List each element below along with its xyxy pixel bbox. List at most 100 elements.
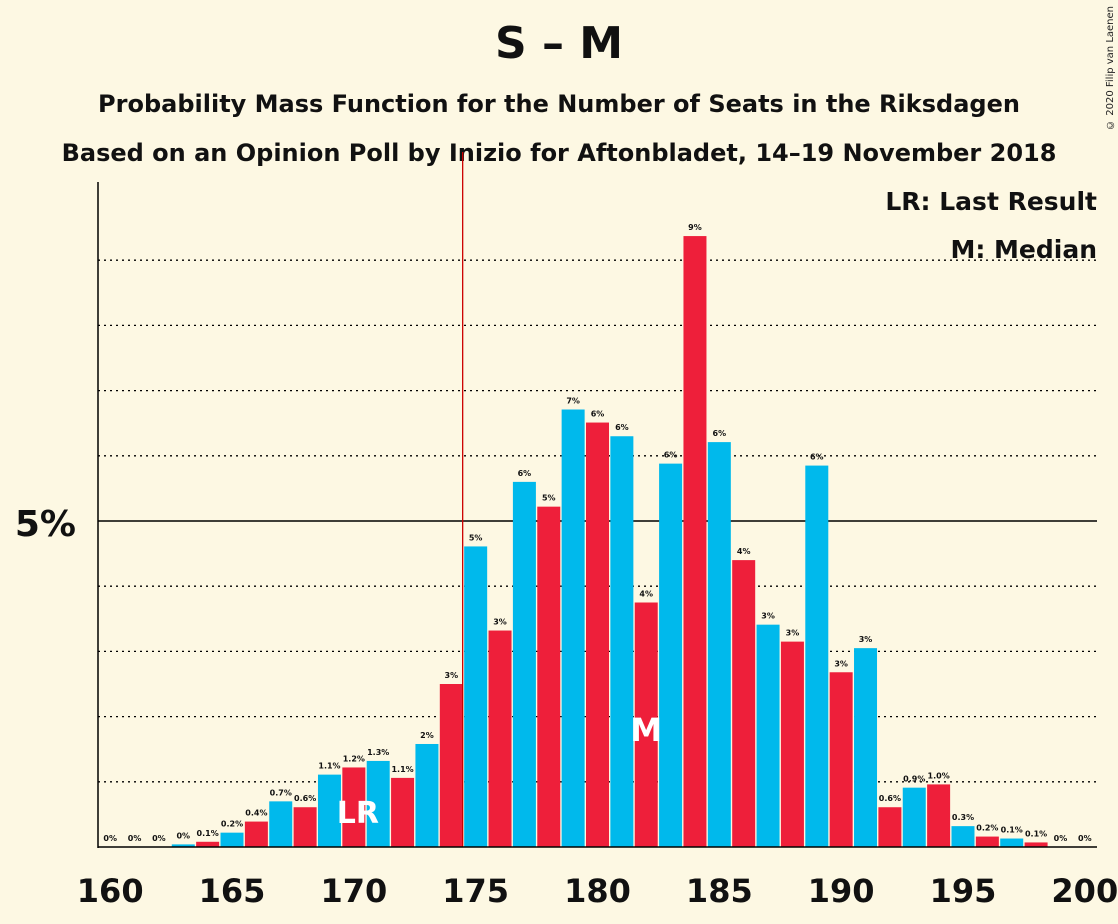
x-tick-label: 195 [930, 872, 997, 910]
bar [927, 784, 951, 847]
bar [196, 841, 220, 847]
bar [634, 602, 658, 847]
bar [269, 801, 293, 847]
bar [902, 787, 926, 847]
bar [756, 624, 780, 847]
bar-value-label: 3% [786, 629, 800, 638]
bar-value-label: 0.1% [1001, 826, 1023, 835]
bar [391, 777, 415, 847]
bar [683, 236, 707, 848]
bar-value-label: 9% [688, 223, 702, 232]
bar-value-label: 3% [834, 659, 848, 668]
bar-value-label: 0.4% [245, 809, 267, 818]
bar-overlay [707, 520, 731, 523]
bar [561, 409, 585, 847]
bar-value-label: 6% [664, 451, 678, 460]
bar [659, 463, 683, 847]
chart-subtitle-1: Probability Mass Function for the Number… [98, 90, 1020, 118]
bar-value-label: 2% [420, 731, 434, 740]
y-tick-label: 5% [15, 504, 76, 545]
bar [415, 743, 439, 847]
bar-value-label: 0.9% [903, 775, 925, 784]
bar [951, 826, 975, 847]
bar [707, 442, 731, 847]
x-tick-label: 165 [199, 872, 266, 910]
bar-value-label: 3% [445, 671, 459, 680]
bar [439, 684, 463, 847]
bar [878, 807, 902, 847]
bar-overlay [805, 520, 829, 523]
bar-value-label: 0.2% [221, 820, 243, 829]
chart-subtitle-2: Based on an Opinion Poll by Inizio for A… [61, 139, 1057, 167]
bar-overlay [561, 520, 585, 523]
bar-value-label: 4% [737, 547, 751, 556]
bar-value-label: 1.1% [391, 765, 413, 774]
bar-value-label: 0% [1054, 834, 1068, 843]
bar-value-label: 6% [591, 410, 605, 419]
bar [342, 767, 366, 847]
bar-overlay [610, 520, 634, 523]
legend-last-result: LR: Last Result [885, 187, 1097, 216]
bar [244, 821, 268, 847]
median-marker: M [630, 711, 662, 749]
bar [220, 832, 244, 847]
bar [171, 844, 195, 847]
bar-value-label: 0.3% [952, 813, 974, 822]
bar-value-label: 6% [713, 429, 727, 438]
x-tick-label: 160 [77, 872, 144, 910]
bar [537, 506, 561, 847]
bar-value-label: 0.1% [197, 829, 219, 838]
bar-overlay [659, 520, 683, 523]
x-tick-label: 185 [686, 872, 753, 910]
bar [829, 672, 853, 847]
x-tick-label: 200 [1051, 872, 1118, 910]
bar-value-label: 0% [128, 834, 142, 843]
bar [512, 481, 536, 847]
bar-value-label: 1.1% [318, 762, 340, 771]
bar-value-label: 3% [493, 618, 507, 627]
bar-value-label: 6% [810, 453, 824, 462]
bar-value-label: 0.2% [976, 824, 998, 833]
bar [780, 641, 804, 847]
bar [1024, 842, 1048, 847]
bar [975, 836, 999, 847]
bar [586, 422, 609, 847]
bar [464, 546, 488, 847]
bar-value-label: 6% [615, 423, 629, 432]
bar-value-label: 1.2% [343, 754, 365, 763]
bar-value-label: 0.6% [879, 794, 901, 803]
bar [610, 436, 634, 847]
bar [732, 560, 756, 847]
bar [1000, 838, 1024, 847]
bar [293, 807, 317, 847]
bar-value-label: 0.1% [1025, 829, 1047, 838]
legend-median: M: Median [950, 235, 1097, 264]
bar [366, 760, 390, 847]
bar-overlay [683, 520, 707, 523]
bar-value-label: 0% [1078, 834, 1092, 843]
bar-overlay [512, 520, 536, 523]
bar-value-label: 5% [542, 494, 556, 503]
bar-value-label: 0% [176, 831, 190, 840]
bar-value-label: 3% [859, 635, 873, 644]
bar-value-label: 4% [639, 590, 653, 599]
x-tick-label: 170 [320, 872, 387, 910]
bar [488, 630, 512, 847]
bar-value-label: 5% [469, 533, 483, 542]
bar-value-label: 1.0% [928, 771, 950, 780]
bar-overlay [537, 520, 561, 523]
x-tick-label: 180 [564, 872, 631, 910]
bar-value-label: 7% [566, 397, 580, 406]
bar [854, 648, 878, 847]
bar-value-label: 0% [152, 834, 166, 843]
bar-value-label: 1.3% [367, 748, 389, 757]
bar-value-label: 0.7% [270, 788, 292, 797]
x-tick-label: 190 [808, 872, 875, 910]
bar-overlay [586, 520, 609, 523]
x-tick-label: 175 [442, 872, 509, 910]
bar-value-label: 0.6% [294, 794, 316, 803]
bar-value-label: 3% [761, 612, 775, 621]
bar [805, 465, 829, 847]
chart-title: S – M [494, 18, 624, 69]
